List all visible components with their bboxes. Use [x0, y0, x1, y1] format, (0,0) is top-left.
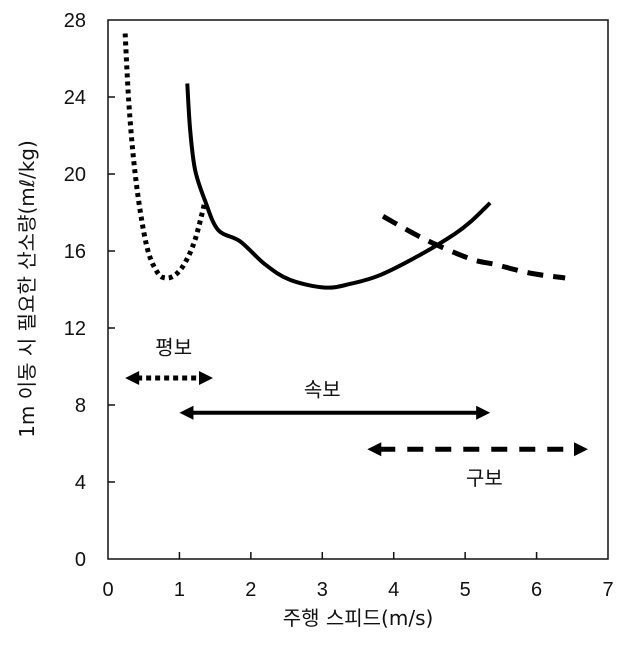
- plot-frame: [107, 19, 609, 560]
- x-tick-label: 1: [174, 579, 185, 601]
- series-line-dotted: [122, 33, 208, 281]
- y-tick-label: 24: [64, 87, 86, 109]
- x-axis-title: 주행 스피드(m/s): [283, 606, 434, 630]
- series-layer: [122, 33, 566, 290]
- arrow-head-left: [125, 371, 140, 386]
- annotation-label: 평보: [155, 335, 192, 359]
- y-axis-ticks: 0 4 8 12 16 20 24 28: [64, 10, 115, 571]
- x-axis-ticks: 0 1 2 3 4 5 6 7: [102, 552, 614, 601]
- arrow-head-right: [199, 371, 213, 386]
- x-tick-label: 3: [317, 579, 328, 601]
- y-tick-label: 8: [75, 395, 86, 417]
- x-tick-label: 5: [460, 579, 471, 601]
- arrow-head-left: [367, 442, 382, 457]
- x-tick-label: 2: [245, 579, 256, 601]
- x-tick-label: 6: [531, 579, 542, 601]
- x-tick-label: 4: [388, 579, 399, 601]
- arrow-head-right: [574, 442, 588, 457]
- y-tick-label: 0: [75, 549, 86, 571]
- annotation-label: 구보: [466, 466, 503, 490]
- y-tick-label: 12: [64, 318, 86, 340]
- y-tick-label: 20: [64, 164, 86, 186]
- y-tick-label: 16: [64, 241, 86, 263]
- y-tick-label: 28: [64, 10, 86, 32]
- x-tick-label: 0: [102, 579, 113, 601]
- series-line-dashed: [381, 214, 566, 281]
- y-axis-title: 1m 이동 시 필요한 산소량(mℓ/kg): [15, 140, 39, 438]
- y-tick-label: 4: [75, 472, 86, 494]
- x-tick-label: 7: [602, 579, 613, 601]
- arrow-head-left: [179, 405, 194, 420]
- annotation-label: 속보: [304, 378, 341, 402]
- series-line-solid: [185, 83, 492, 290]
- arrow-head-right: [476, 405, 491, 420]
